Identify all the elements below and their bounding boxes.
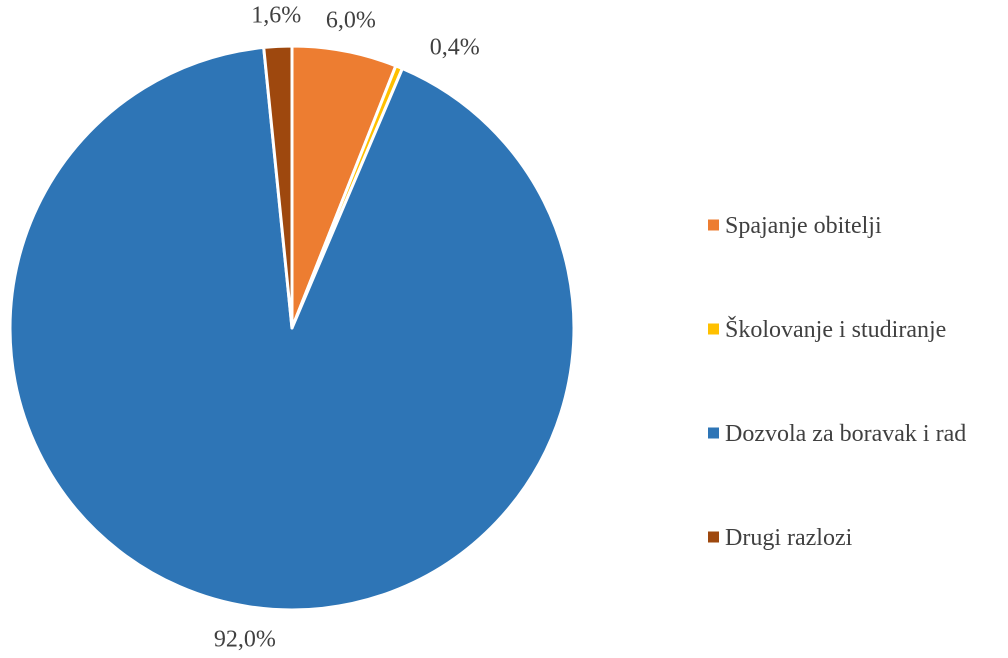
legend-swatch-drugi-razlozi [708, 531, 719, 543]
legend-swatch-dozvola-za-boravak-i-rad [708, 427, 719, 439]
legend-label-skolovanje-i-studiranje: Školovanje i studiranje [725, 316, 946, 343]
data-label-drugi-razlozi: 1,6% [251, 2, 301, 28]
legend-label-dozvola-za-boravak-i-rad: Dozvola za boravak i rad [725, 421, 966, 447]
pie-slices [8, 44, 576, 612]
legend-swatch-spajanje-obitelji [708, 219, 719, 231]
pie-slice-drugi-razlozi [262, 44, 294, 330]
legend-label-spajanje-obitelji: Spajanje obitelji [725, 213, 882, 239]
data-label-spajanje-obitelji: 6,0% [326, 8, 376, 34]
legend: Spajanje obitelji Školovanje i studiranje… [708, 213, 966, 551]
data-label-dozvola-za-boravak-i-rad: 92,0% [214, 626, 276, 652]
legend-label-drugi-razlozi: Drugi razlozi [725, 525, 853, 551]
data-label-skolovanje-i-studiranje: 0,4% [430, 34, 480, 60]
legend-swatch-skolovanje-i-studiranje [708, 323, 719, 335]
pie-data-labels: 6,0% 0,4% 92,0% 1,6% [214, 2, 480, 652]
